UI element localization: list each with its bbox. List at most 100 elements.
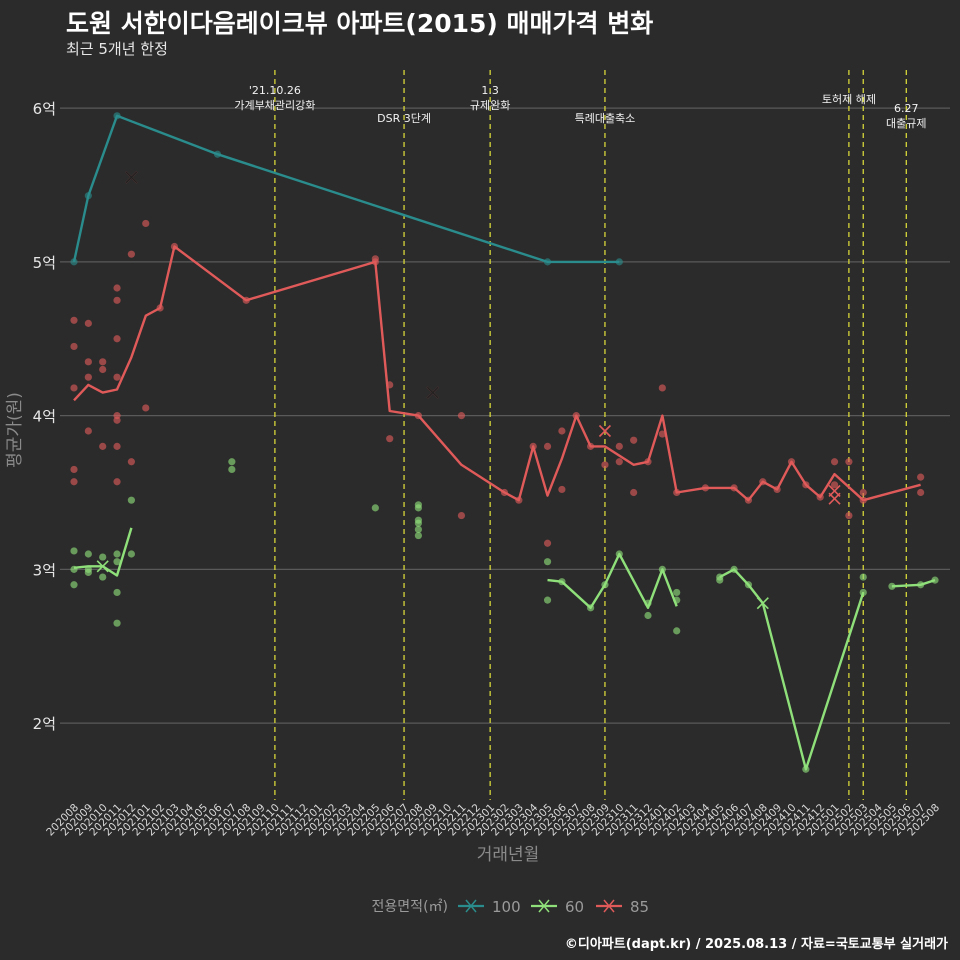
event-label: 규제완화 <box>470 99 510 112</box>
cross-stroke <box>125 171 138 184</box>
data-point <box>845 511 853 520</box>
legend-swatch-cross <box>603 899 615 913</box>
data-point <box>630 436 638 444</box>
chart-subtitle: 최근 5개년 한정 <box>66 40 168 58</box>
data-point <box>70 465 78 474</box>
data-point <box>113 416 121 424</box>
legend-label: 60 <box>565 898 584 916</box>
data-point <box>127 458 135 466</box>
data-point <box>543 558 552 566</box>
series-line <box>72 114 620 264</box>
data-point <box>830 481 839 489</box>
data-point <box>113 296 121 304</box>
data-point <box>113 478 121 486</box>
series-layer <box>70 112 939 773</box>
data-point <box>414 525 422 534</box>
data-point <box>543 596 552 604</box>
cross-stroke <box>96 560 109 573</box>
event-label: 특례대출축소 <box>575 112 636 125</box>
data-point <box>644 611 652 620</box>
legend-swatch-cross <box>538 899 550 913</box>
data-point <box>99 573 107 581</box>
data-point <box>414 519 422 527</box>
data-point <box>113 442 121 450</box>
data-point <box>84 427 92 435</box>
data-point <box>830 458 839 466</box>
series-85 <box>70 171 925 547</box>
data-point <box>70 342 78 351</box>
chart-title: 도원 서한이다음레이크뷰 아파트(2015) 매매가격 변화 <box>66 9 654 38</box>
event-label: 6.27 <box>894 102 919 115</box>
y-tick-label: 3억 <box>33 561 56 579</box>
data-point <box>70 316 78 324</box>
data-point <box>845 458 853 466</box>
data-point <box>113 558 121 566</box>
data-point <box>113 373 121 381</box>
y-tick-label: 4억 <box>33 408 56 426</box>
y-tick-label: 5억 <box>33 254 56 272</box>
y-tick-label: 6억 <box>33 100 56 118</box>
data-point <box>84 358 92 366</box>
data-point <box>113 284 121 292</box>
source-caption: ©디아파트(dapt.kr) / 2025.08.13 / 자료=국토교통부 실… <box>564 937 948 952</box>
legend-item-85: 85 <box>596 898 649 916</box>
data-point <box>615 458 623 466</box>
legend: 전용면적(㎡) 100 60 85 <box>372 898 650 916</box>
grid-layer <box>60 107 950 724</box>
data-point <box>113 588 121 597</box>
data-point <box>543 539 552 547</box>
event-label: 가계부채관리강화 <box>234 99 315 112</box>
series-100 <box>70 112 623 266</box>
data-point <box>371 504 379 512</box>
data-point <box>99 365 107 374</box>
data-point <box>70 547 78 555</box>
data-point <box>543 442 552 450</box>
data-point <box>917 488 925 497</box>
cancelled-marker <box>828 492 841 505</box>
data-point <box>70 478 78 486</box>
cancelled-marker <box>756 597 769 610</box>
event-label: '21.10.26 <box>249 84 301 97</box>
cancelled-marker <box>598 424 612 438</box>
data-point <box>859 488 867 497</box>
data-point <box>99 358 107 366</box>
legend-label: 85 <box>630 898 649 916</box>
data-point <box>99 442 107 450</box>
legend-item-60: 60 <box>531 898 584 916</box>
event-label: DSR 3단계 <box>377 112 431 125</box>
data-point <box>658 384 666 392</box>
data-point <box>113 550 121 558</box>
cross-stroke <box>426 386 439 399</box>
data-point <box>457 511 466 520</box>
data-point <box>414 531 422 540</box>
data-point <box>414 504 422 512</box>
event-label: 1.3 <box>481 84 499 97</box>
data-point <box>615 258 623 266</box>
y-tick-label: 2억 <box>33 715 56 733</box>
data-point <box>113 619 121 627</box>
series-line <box>891 578 936 588</box>
series-line <box>547 552 678 609</box>
data-point <box>70 581 78 589</box>
data-point <box>84 373 92 381</box>
data-point <box>142 219 150 228</box>
data-point <box>630 488 638 497</box>
data-point <box>386 435 394 443</box>
cancelled-marker <box>125 171 138 184</box>
data-point <box>457 412 466 420</box>
series-60 <box>70 458 939 773</box>
data-point <box>127 250 135 258</box>
data-point <box>99 553 107 561</box>
data-point <box>70 384 78 392</box>
data-point <box>917 473 925 481</box>
data-point <box>142 404 150 412</box>
data-point <box>615 442 623 450</box>
data-point <box>127 496 135 504</box>
x-axis-title: 거래년월 <box>477 845 540 865</box>
event-label: 대출규제 <box>886 117 926 130</box>
legend-swatch-cross <box>465 899 477 913</box>
data-point <box>601 461 609 469</box>
cross-stroke <box>828 492 841 505</box>
